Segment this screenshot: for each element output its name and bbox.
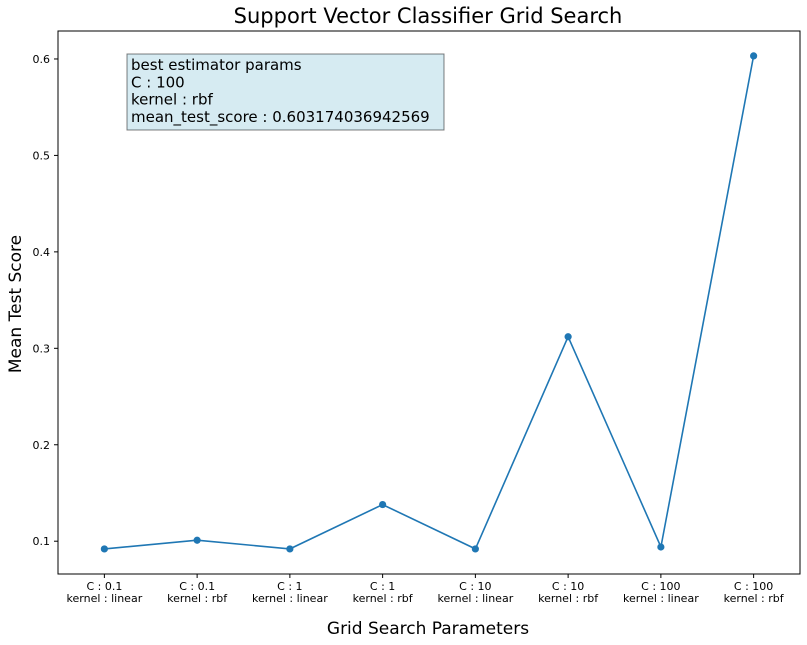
- x-tick-label: kernel : rbf: [167, 592, 228, 605]
- plot-frame: [57, 30, 801, 575]
- y-tick-label: 0.3: [33, 342, 51, 355]
- x-tick-label: C : 10: [459, 580, 491, 593]
- x-tick-label: kernel : rbf: [724, 592, 785, 605]
- x-tick-label: C : 100: [641, 580, 680, 593]
- annotation-line: mean_test_score : 0.603174036942569: [131, 108, 430, 127]
- x-axis-label: Grid Search Parameters: [327, 619, 529, 639]
- x-tick-label: C : 1: [277, 580, 302, 593]
- x-tick-label: kernel : linear: [252, 592, 328, 605]
- data-point: [471, 545, 479, 553]
- data-point: [286, 545, 294, 553]
- y-tick-label: 0.4: [33, 246, 51, 259]
- y-axis-label: Mean Test Score: [6, 235, 26, 373]
- chart-title: Support Vector Classifier Grid Search: [234, 4, 623, 28]
- y-tick-label: 0.2: [33, 439, 51, 452]
- annotation-line: C : 100: [131, 73, 185, 91]
- data-point: [564, 333, 572, 341]
- data-point: [379, 500, 387, 509]
- x-tick-label: kernel : linear: [623, 592, 699, 605]
- y-tick-label: 0.6: [33, 53, 51, 66]
- x-tick-label: C : 1: [370, 580, 395, 593]
- data-point: [750, 52, 758, 60]
- x-tick-label: C : 0.1: [86, 580, 122, 593]
- data-point: [193, 536, 201, 544]
- annotation-line: best estimator params: [131, 56, 302, 74]
- y-tick-label: 0.5: [33, 149, 51, 162]
- data-point: [657, 543, 665, 551]
- x-tick-label: kernel : linear: [67, 592, 143, 605]
- x-tick-label: kernel : linear: [438, 592, 514, 605]
- x-tick-label: C : 0.1: [179, 580, 215, 593]
- y-tick-label: 0.1: [33, 535, 51, 548]
- x-tick-label: C : 100: [734, 580, 773, 593]
- x-tick-label: kernel : rbf: [538, 592, 599, 605]
- x-tick-label: C : 10: [552, 580, 584, 593]
- data-point: [100, 545, 108, 553]
- x-tick-label: kernel : rbf: [353, 592, 414, 605]
- series-line: [104, 55, 755, 550]
- annotation-line: kernel : rbf: [131, 91, 213, 109]
- annotation-box: [126, 53, 445, 131]
